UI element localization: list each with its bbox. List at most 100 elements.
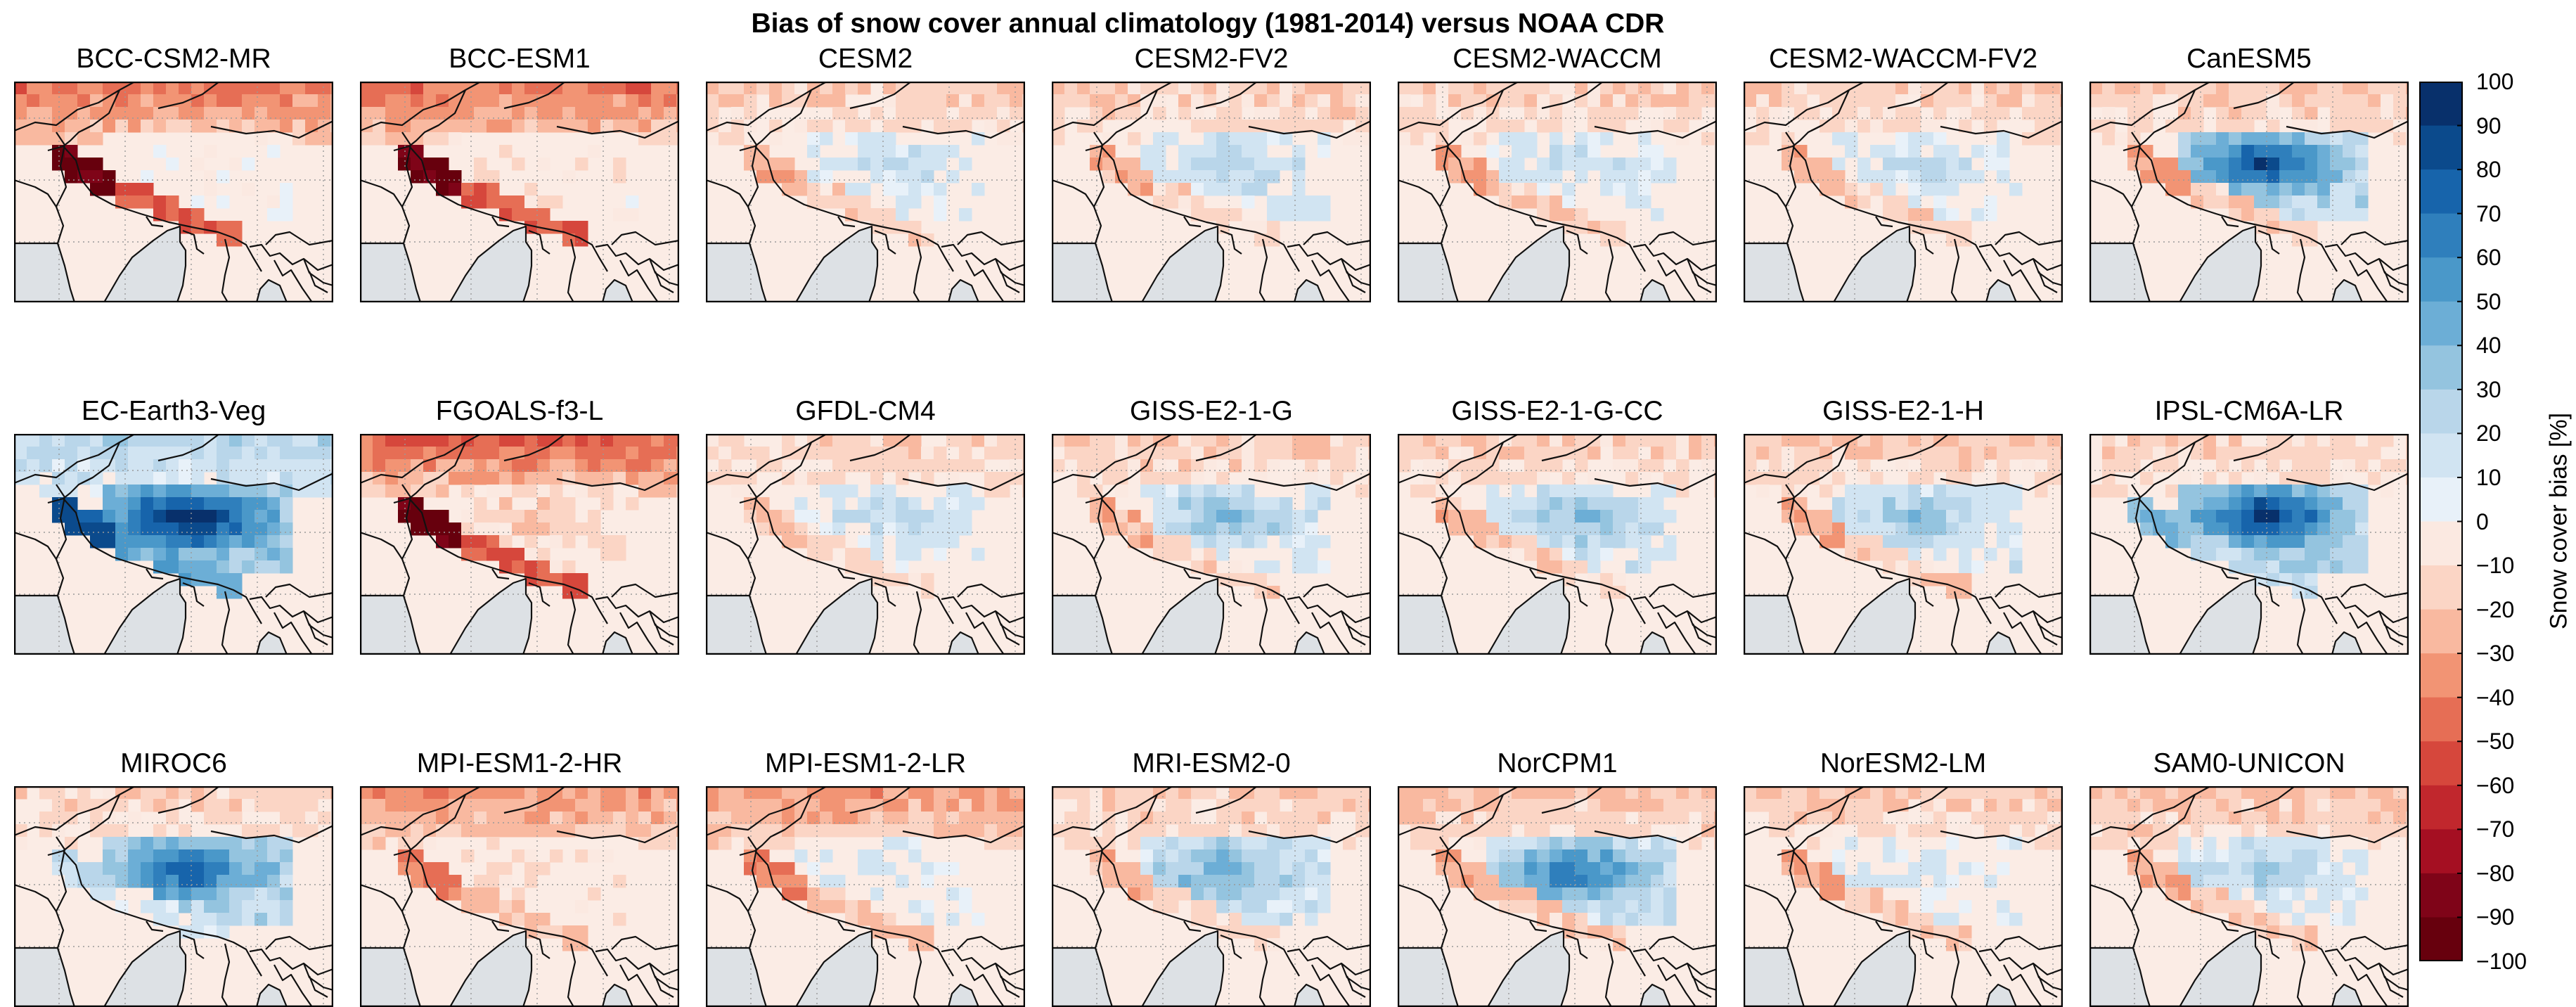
bias-map — [2089, 82, 2409, 302]
bias-map — [2089, 434, 2409, 655]
colorbar-swatch — [2419, 917, 2463, 961]
panel-title: MIROC6 — [120, 748, 227, 778]
panel-title: CESM2-WACCM-FV2 — [1768, 44, 2038, 74]
bias-map — [1398, 434, 1717, 655]
map-panel: SAM0-UNICON — [2089, 748, 2409, 1007]
panel-title: GISS-E2-1-H — [1822, 396, 1984, 426]
colorbar-tick-label: 30 — [2476, 376, 2501, 402]
bias-map — [2089, 786, 2409, 1007]
colorbar-swatch — [2419, 213, 2463, 258]
colorbar-tick-label: 60 — [2476, 245, 2501, 271]
colorbar-swatch — [2419, 785, 2463, 830]
map-panel: NorESM2-LM — [1744, 748, 2063, 1007]
figure-title: Bias of snow cover annual climatology (1… — [751, 8, 1665, 39]
colorbar-swatch — [2419, 697, 2463, 742]
map-panel: NorCPM1 — [1398, 748, 1717, 1007]
map-panel: GISS-E2-1-G-CC — [1398, 396, 1717, 655]
bias-map — [1052, 82, 1371, 302]
map-panel: MIROC6 — [14, 748, 333, 1007]
bias-map — [1744, 82, 2063, 302]
colorbar-tick-label: −70 — [2476, 816, 2515, 842]
panel-title: CESM2-FV2 — [1134, 44, 1289, 74]
bias-map — [1744, 434, 2063, 655]
bias-map — [1052, 786, 1371, 1007]
map-panel: IPSL-CM6A-LR — [2089, 396, 2409, 655]
map-panel: CESM2-WACCM — [1398, 44, 1717, 302]
panel-title: BCC-ESM1 — [449, 44, 591, 74]
colorbar-tick-label: −20 — [2476, 596, 2515, 622]
colorbar-tick-label: −60 — [2476, 772, 2515, 798]
panel-title: GISS-E2-1-G — [1130, 396, 1293, 426]
bias-map — [1398, 82, 1717, 302]
map-panel: GFDL-CM4 — [706, 396, 1025, 655]
panel-title: CanESM5 — [2187, 44, 2312, 74]
colorbar-swatch — [2419, 169, 2463, 214]
map-panel: FGOALS-f3-L — [360, 396, 679, 655]
panel-title: IPSL-CM6A-LR — [2154, 396, 2344, 426]
map-panel: MPI-ESM1-2-LR — [706, 748, 1025, 1007]
colorbar-label: Snow cover bias [%] — [2545, 412, 2572, 630]
colorbar-swatch — [2419, 741, 2463, 786]
map-panel: EC-Earth3-Veg — [14, 396, 333, 655]
bias-map — [360, 82, 679, 302]
colorbar-swatch — [2419, 477, 2463, 522]
bias-map — [14, 82, 333, 302]
map-panel: CanESM5 — [2089, 44, 2409, 302]
colorbar-swatch — [2419, 125, 2463, 170]
bias-map — [1744, 786, 2063, 1007]
colorbar-tick-label: −40 — [2476, 684, 2515, 710]
colorbar-swatches — [2419, 82, 2463, 961]
bias-map — [706, 786, 1025, 1007]
map-panel: CESM2-FV2 — [1052, 44, 1371, 302]
map-panel: GISS-E2-1-G — [1052, 396, 1371, 655]
panel-title: EC-Earth3-Veg — [81, 396, 266, 426]
colorbar-tick-label: −30 — [2476, 641, 2515, 667]
panel-title: NorCPM1 — [1497, 748, 1618, 778]
map-panel: BCC-ESM1 — [360, 44, 679, 302]
colorbar-tick-label: −80 — [2476, 860, 2515, 886]
colorbar-swatch — [2419, 873, 2463, 918]
colorbar-swatch — [2419, 389, 2463, 434]
panel-title: GISS-E2-1-G-CC — [1451, 396, 1663, 426]
bias-map — [360, 434, 679, 655]
colorbar-tick-label: −90 — [2476, 904, 2515, 930]
bias-map — [706, 82, 1025, 302]
colorbar-tick-label: 70 — [2476, 200, 2501, 226]
colorbar-tick-label: −100 — [2476, 949, 2527, 974]
colorbar-swatch — [2419, 521, 2463, 566]
map-panel: MPI-ESM1-2-HR — [360, 748, 679, 1007]
colorbar-tick-label: 90 — [2476, 113, 2501, 139]
colorbar-tick-label: −10 — [2476, 553, 2515, 579]
colorbar-tick-label: 0 — [2476, 508, 2489, 534]
panel-title: SAM0-UNICON — [2153, 748, 2345, 778]
bias-map — [1052, 434, 1371, 655]
colorbar-tick-label: −50 — [2476, 729, 2515, 755]
colorbar-swatch — [2419, 257, 2463, 302]
panel-title: FGOALS-f3-L — [435, 396, 604, 426]
map-panel: MRI-ESM2-0 — [1052, 748, 1371, 1007]
colorbar-swatch — [2419, 433, 2463, 478]
colorbar-swatch — [2419, 301, 2463, 346]
colorbar-tick-label: 20 — [2476, 421, 2501, 447]
bias-map — [360, 786, 679, 1007]
map-panel: BCC-CSM2-MR — [14, 44, 333, 302]
map-panel: CESM2 — [706, 44, 1025, 302]
map-panel: GISS-E2-1-H — [1744, 396, 2063, 655]
panel-title: MPI-ESM1-2-LR — [764, 748, 967, 778]
colorbar-tick-label: 40 — [2476, 333, 2501, 359]
bias-map — [706, 434, 1025, 655]
panel-title: MPI-ESM1-2-HR — [416, 748, 623, 778]
colorbar-tick-label: 50 — [2476, 288, 2501, 314]
colorbar-swatch — [2419, 345, 2463, 390]
panel-title: GFDL-CM4 — [795, 396, 936, 426]
bias-map — [1398, 786, 1717, 1007]
colorbar — [2419, 82, 2463, 961]
panel-title: CESM2-WACCM — [1453, 44, 1662, 74]
colorbar-swatch — [2419, 829, 2463, 874]
bias-map — [14, 786, 333, 1007]
colorbar-tick-label: 100 — [2476, 69, 2514, 94]
colorbar-swatch — [2419, 609, 2463, 654]
colorbar-swatch — [2419, 565, 2463, 610]
panel-title: NorESM2-LM — [1820, 748, 1987, 778]
